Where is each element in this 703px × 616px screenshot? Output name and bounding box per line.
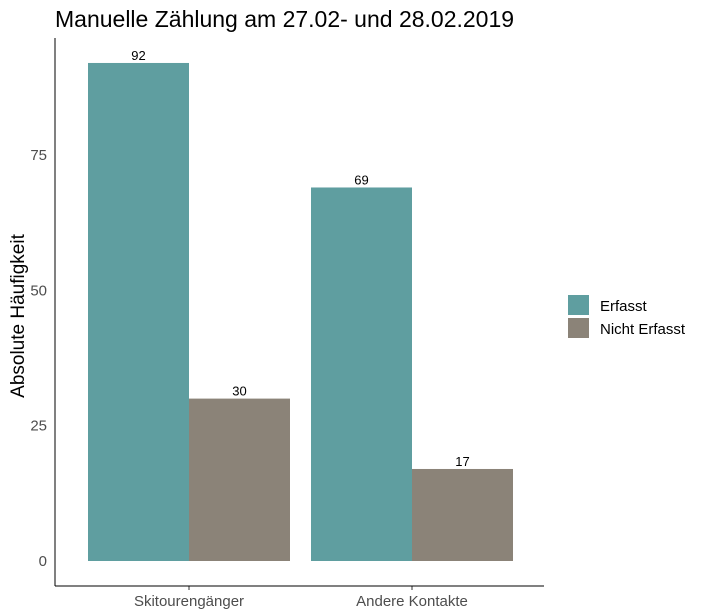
bar-0-1 — [189, 398, 290, 561]
legend-label-erfasst: Erfasst — [600, 298, 648, 315]
bars — [88, 62, 513, 562]
bar-0-0 — [88, 62, 189, 562]
x-axis-ticks: Skitourengänger Andere Kontakte — [134, 586, 468, 610]
data-label: 69 — [354, 172, 368, 187]
legend-label-nicht-erfasst: Nicht Erfasst — [600, 321, 686, 338]
bar-1-0 — [311, 187, 412, 562]
data-label: 30 — [232, 384, 246, 399]
legend-swatch-erfasst — [568, 295, 589, 315]
data-label: 17 — [455, 454, 469, 469]
y-tick-label: 0 — [39, 553, 47, 570]
bar-1-1 — [412, 468, 513, 561]
x-tick-label: Andere Kontakte — [356, 593, 468, 610]
y-tick-label: 25 — [30, 418, 47, 435]
y-axis-ticks: 0 25 50 75 — [30, 147, 47, 570]
y-tick-label: 75 — [30, 147, 47, 164]
data-label: 92 — [131, 48, 145, 63]
chart-title: Manuelle Zählung am 27.02- und 28.02.201… — [55, 6, 514, 32]
data-labels: 92 30 69 17 — [131, 48, 469, 469]
x-tick-label: Skitourengänger — [134, 593, 244, 610]
y-axis-label: Absolute Häufigkeit — [8, 233, 29, 397]
legend: Erfasst Nicht Erfasst — [568, 295, 686, 338]
y-tick-label: 50 — [30, 282, 47, 299]
legend-swatch-nicht-erfasst — [568, 318, 589, 338]
